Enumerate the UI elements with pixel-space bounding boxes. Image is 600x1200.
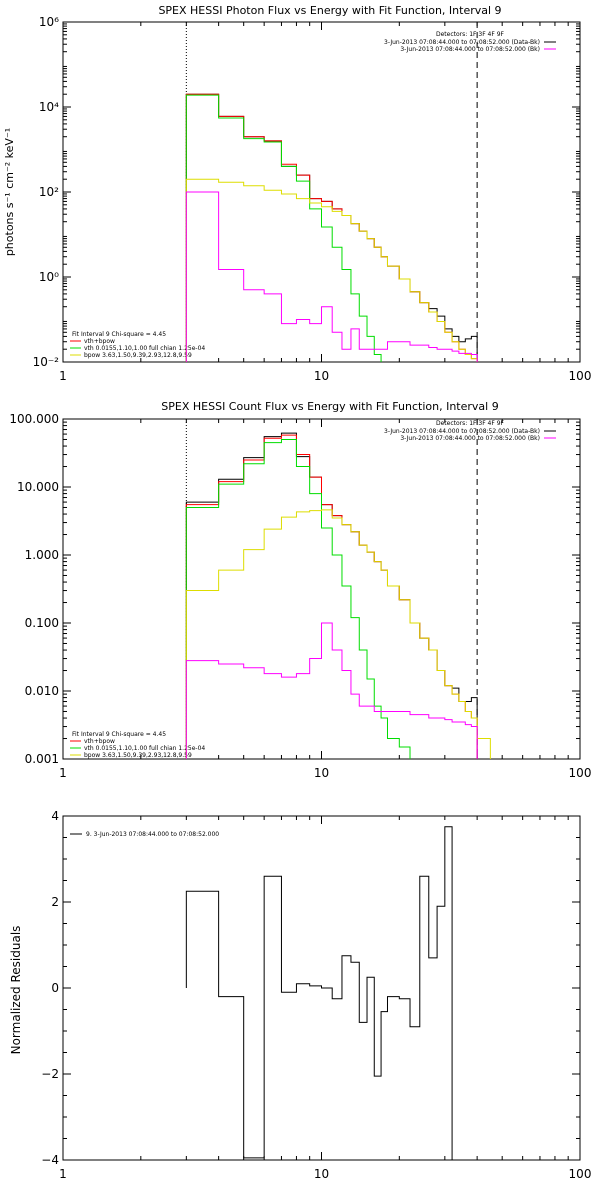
count-y-tick-label: 0.010 [25,684,59,698]
photon-fit-entry-total: vth+bpow [84,338,115,345]
photon-legend-bk-entry: 3-Jun-2013 07:08:44.000 to 07:08:52.000 … [400,46,540,53]
count-fit-entry-bpow: bpow 3.63,1.50,9.39,2.93,12.8,9.59 [84,752,192,759]
photon-y-tick-label: 10⁴ [39,100,59,114]
photon-flux-panel: SPEX HESSI Photon Flux vs Energy with Fi… [3,4,591,383]
count-series-bpow [185,509,491,759]
photon-fit-entry-bpow: bpow 3.63,1.50,9.39,2.93,12.8,9.59 [84,352,192,359]
residuals-legend-entry: 9. 3-Jun-2013 07:08:44.000 to 07:08:52.0… [86,831,219,838]
photon-fit-header: Fit Interval 9 Chi-square = 4.45 [72,331,166,338]
count-y-tick-label: 0.100 [25,616,59,630]
count-y-tick-label: 0.001 [25,752,59,766]
count-legend-data-entry: 3-Jun-2013 07:08:44.000 to 07:08:52.000 … [384,428,540,435]
residuals-y-tick-label: −2 [41,1067,59,1081]
photon-fit-entry-vth: vth 0.0155,1.10,1.00 full chian 1.25e-04 [84,345,205,352]
photon-y-axis-label: photons s⁻¹ cm⁻² keV⁻¹ [3,128,16,256]
count-x-tick-label: 100 [569,766,592,780]
residuals-y-tick-label: −4 [41,1153,59,1167]
residuals-panel: Normalized Residuals 9. 3-Jun-2013 07:08… [9,809,591,1181]
count-series-vth [185,438,411,759]
residuals-series-total [185,826,453,1160]
count-x-tick-label: 10 [314,766,329,780]
photon-y-tick-label: 10⁶ [39,15,59,29]
residuals-y-axis-label: Normalized Residuals [9,926,23,1055]
count-fit-entry-total: vth+bpow [84,738,115,745]
photon-x-tick-label: 10 [314,369,329,383]
count-fit-header: Fit Interval 9 Chi-square = 4.45 [72,731,166,738]
photon-legend-detectors: Detectors: 1F 3F 4F 9F [436,31,505,38]
residuals-x-tick-label: 100 [569,1167,592,1181]
photon-chart-title: SPEX HESSI Photon Flux vs Energy with Fi… [158,4,501,17]
photon-series-bpow [185,178,491,362]
count-legend-bk-entry: 3-Jun-2013 07:08:44.000 to 07:08:52.000 … [400,435,540,442]
photon-series-bk [185,191,478,362]
count-chart-title: SPEX HESSI Count Flux vs Energy with Fit… [161,400,498,413]
count-series-bk [185,622,478,759]
count-legend-detectors: Detectors: 1F 3F 4F 9F [436,420,505,427]
photon-series-vth [185,94,388,362]
count-x-tick-label: 1 [59,766,67,780]
residuals-y-tick-label: 2 [51,895,59,909]
photon-y-tick-label: 10⁰ [39,270,59,284]
photon-legend-data-entry: 3-Jun-2013 07:08:44.000 to 07:08:52.000 … [384,39,540,46]
count-y-tick-label: 100.000 [9,412,59,426]
residuals-x-tick-label: 1 [59,1167,67,1181]
photon-y-tick-label: 10⁻² [33,355,60,369]
residuals-y-tick-label: 4 [51,809,59,823]
photon-y-tick-label: 10² [39,185,59,199]
count-y-tick-label: 1.000 [25,548,59,562]
residuals-x-tick-label: 10 [314,1167,329,1181]
photon-x-tick-label: 100 [569,369,592,383]
count-fit-entry-vth: vth 0.0155,1.10,1.00 full chian 1.25e-04 [84,745,205,752]
count-flux-panel: SPEX HESSI Count Flux vs Energy with Fit… [9,400,591,780]
photon-x-tick-label: 1 [59,369,67,383]
count-y-tick-label: 10.000 [17,480,59,494]
residuals-y-tick-label: 0 [51,981,59,995]
